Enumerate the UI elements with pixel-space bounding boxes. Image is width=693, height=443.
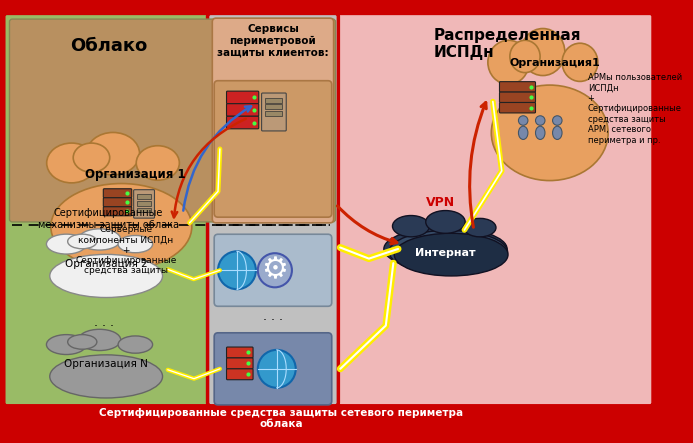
Circle shape [258,253,292,288]
FancyBboxPatch shape [103,207,132,216]
Ellipse shape [521,28,565,76]
FancyBboxPatch shape [3,13,343,406]
FancyBboxPatch shape [227,347,253,358]
Text: . . .: . . . [263,310,283,323]
Text: . . .: . . . [94,316,114,329]
FancyBboxPatch shape [137,194,150,199]
Ellipse shape [392,216,430,237]
FancyBboxPatch shape [337,13,653,406]
Ellipse shape [87,132,139,175]
FancyBboxPatch shape [227,358,253,369]
FancyBboxPatch shape [214,333,332,405]
Text: Сервисы
периметровой
защиты клиентов:: Сервисы периметровой защиты клиентов: [217,24,328,57]
Ellipse shape [73,143,109,172]
Text: VPN: VPN [426,196,455,209]
FancyBboxPatch shape [265,105,283,109]
FancyBboxPatch shape [212,18,333,223]
FancyBboxPatch shape [3,12,654,407]
Text: АРМы пользователей
ИСПДн
+
Сертифицированные
средства защиты
АРМ, сетевого
перим: АРМы пользователей ИСПДн + Сертифицирова… [588,73,682,144]
FancyBboxPatch shape [500,82,536,92]
Text: Сертифицированные средства защиты сетевого периметра
облака: Сертифицированные средства защиты сетево… [99,408,463,429]
FancyBboxPatch shape [208,13,338,406]
Ellipse shape [46,334,86,354]
FancyBboxPatch shape [500,102,536,113]
Circle shape [518,116,528,125]
Ellipse shape [78,329,121,350]
Ellipse shape [118,236,152,253]
Ellipse shape [464,218,496,237]
Circle shape [536,116,545,125]
Ellipse shape [50,254,163,298]
FancyBboxPatch shape [500,92,536,102]
FancyBboxPatch shape [227,369,253,380]
FancyBboxPatch shape [137,208,150,213]
Text: Организация 2: Организация 2 [64,259,148,268]
FancyBboxPatch shape [134,190,155,218]
Text: Организация1: Организация1 [509,58,600,68]
Circle shape [258,350,296,388]
FancyBboxPatch shape [214,81,332,217]
Ellipse shape [78,229,121,250]
FancyBboxPatch shape [227,116,258,129]
Ellipse shape [384,228,507,270]
Ellipse shape [488,40,529,84]
Ellipse shape [552,126,562,140]
Ellipse shape [426,210,465,233]
Ellipse shape [389,230,507,273]
Ellipse shape [46,143,96,183]
FancyBboxPatch shape [103,198,132,207]
Ellipse shape [518,126,528,140]
Text: Интернат: Интернат [415,248,476,258]
FancyBboxPatch shape [261,93,286,131]
Text: Облако: Облако [71,37,148,55]
Text: Организация N: Организация N [64,359,148,369]
Ellipse shape [118,336,152,353]
FancyBboxPatch shape [137,201,150,206]
Ellipse shape [68,334,97,349]
FancyBboxPatch shape [103,189,132,198]
Ellipse shape [51,183,192,270]
Ellipse shape [510,40,540,73]
Ellipse shape [536,126,545,140]
Circle shape [218,251,256,289]
FancyBboxPatch shape [227,91,258,104]
Text: Распределенная
ИСПДн: Распределенная ИСПДн [434,27,581,60]
Ellipse shape [50,355,163,398]
Ellipse shape [491,85,608,181]
Ellipse shape [562,43,598,82]
Ellipse shape [46,234,86,254]
FancyBboxPatch shape [214,234,332,306]
Circle shape [552,116,562,125]
Ellipse shape [394,233,508,276]
Ellipse shape [137,146,179,180]
Text: ⚙: ⚙ [261,256,288,285]
FancyBboxPatch shape [265,111,283,116]
Text: Организация 1: Организация 1 [85,168,186,181]
FancyBboxPatch shape [227,104,258,116]
Text: Сертифицированные
механизмы защиты облака: Сертифицированные механизмы защиты облак… [38,208,179,229]
Ellipse shape [68,234,97,249]
Text: Серверные
компоненты ИСПДн
+
Сертифицированные
средства защиты: Серверные компоненты ИСПДн + Сертифициро… [76,225,177,276]
FancyBboxPatch shape [10,19,335,222]
FancyBboxPatch shape [265,98,283,102]
